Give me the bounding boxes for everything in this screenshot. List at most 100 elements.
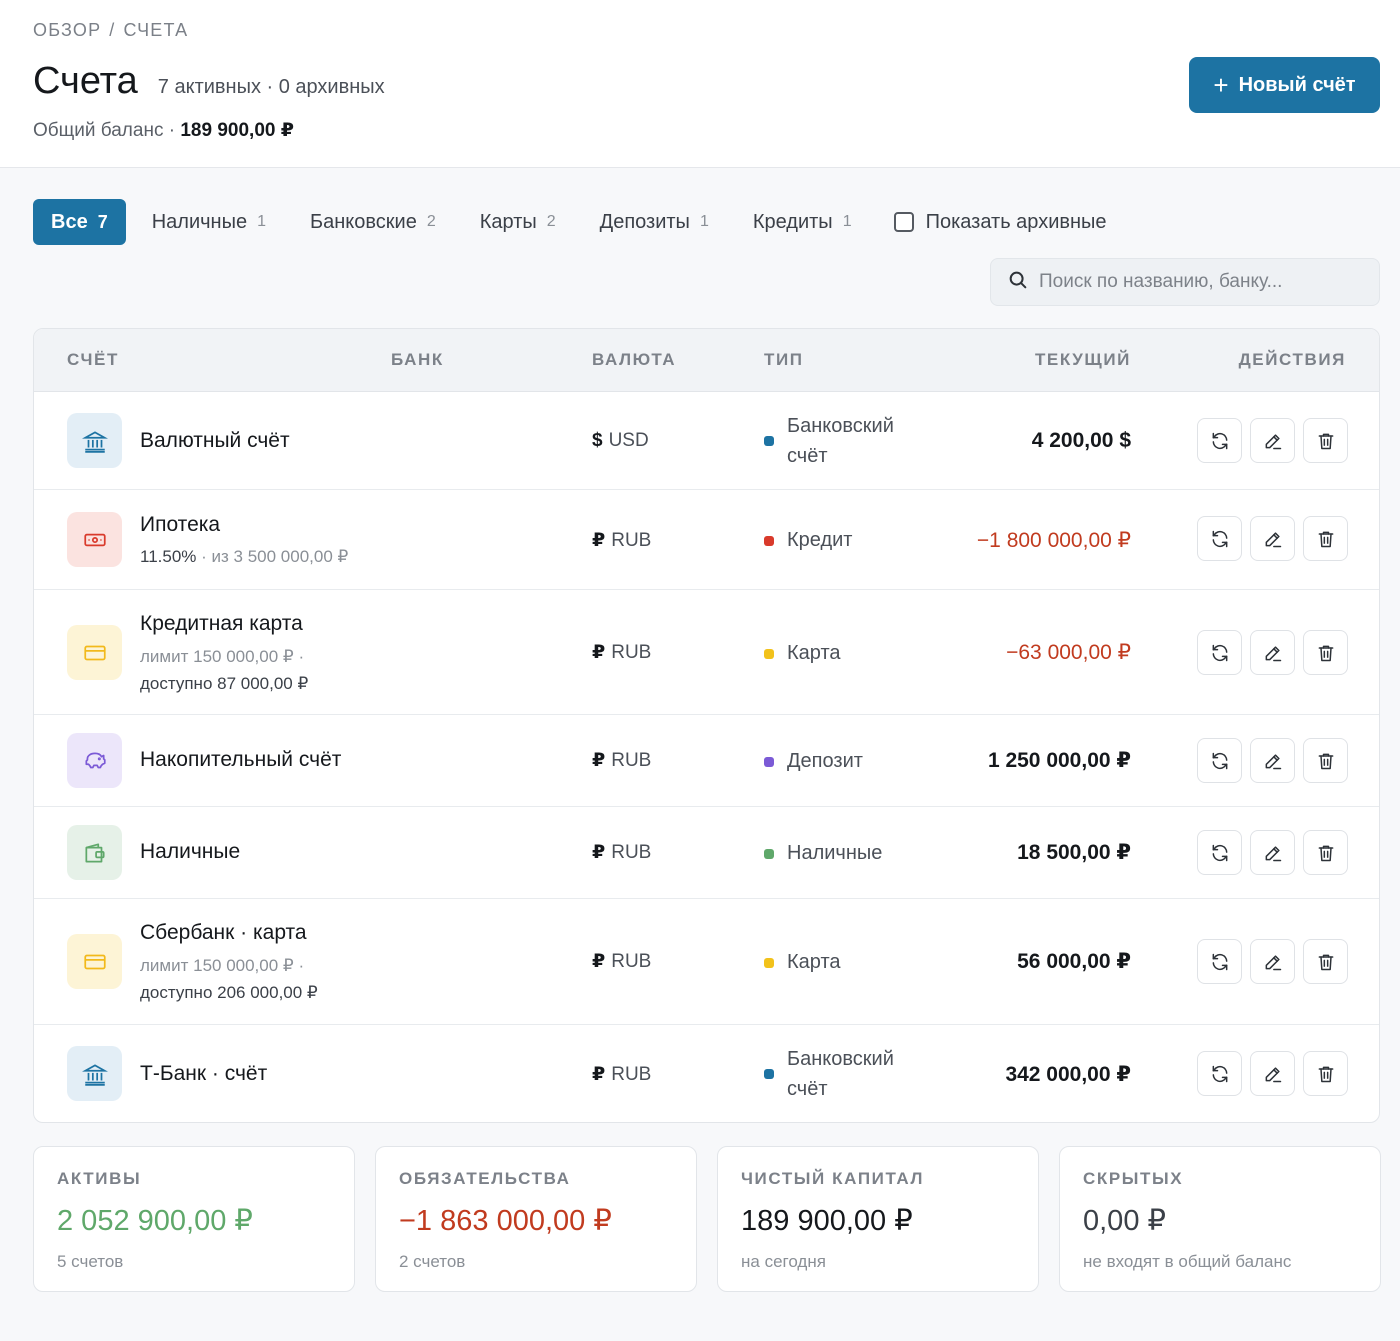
tab-credits[interactable]: Кредиты 1 xyxy=(735,199,870,245)
account-name[interactable]: Ипотека xyxy=(140,513,221,536)
tab-cash[interactable]: Наличные 1 xyxy=(134,199,284,245)
account-currency: ₽ RUB xyxy=(592,529,651,552)
assets-label: АКТИВЫ xyxy=(57,1169,142,1188)
type-dot xyxy=(764,436,774,446)
column-account[interactable]: СЧЁТ xyxy=(67,350,119,369)
tab-bank[interactable]: Банковские 2 xyxy=(292,199,454,245)
tab-count: 1 xyxy=(842,213,852,230)
tab-label: Депозиты xyxy=(599,210,690,233)
table-header: СЧЁТ БАНК ВАЛЮТА ТИП ТЕКУЩИЙ ДЕЙСТВИЯ xyxy=(34,329,1379,392)
delete-button[interactable] xyxy=(1303,830,1348,875)
type-label-line2: счёт xyxy=(787,445,828,467)
row-actions xyxy=(1197,418,1348,463)
account-balance: 56 000,00 ₽ xyxy=(1017,950,1131,973)
sync-button[interactable] xyxy=(1197,1051,1242,1096)
plus-icon: + xyxy=(1213,70,1229,100)
edit-button[interactable] xyxy=(1250,830,1295,875)
type-dot xyxy=(764,1069,774,1079)
account-name[interactable]: Кредитная карта xyxy=(140,612,303,635)
assets-note: 5 счетов xyxy=(57,1252,124,1271)
new-account-button[interactable]: + Новый счёт xyxy=(1189,57,1380,113)
account-currency: ₽ RUB xyxy=(592,641,651,664)
edit-button[interactable] xyxy=(1250,418,1295,463)
accounts-table: СЧЁТ БАНК ВАЛЮТА ТИП ТЕКУЩИЙ ДЕЙСТВИЯ Ва… xyxy=(33,328,1380,1123)
trash-icon xyxy=(1318,531,1333,547)
tab-label: Карты xyxy=(479,210,537,233)
account-name[interactable]: Наличные xyxy=(140,840,241,863)
refresh-icon xyxy=(1212,752,1227,769)
trash-icon xyxy=(1318,645,1333,661)
type-label-line2: счёт xyxy=(787,1078,828,1100)
edit-button[interactable] xyxy=(1250,939,1295,984)
column-current[interactable]: ТЕКУЩИЙ xyxy=(1034,350,1131,369)
net-worth-card: ЧИСТЫЙ КАПИТАЛ 189 900,00 ₽ на сегодня xyxy=(717,1146,1039,1292)
refresh-icon xyxy=(1212,530,1227,547)
delete-button[interactable] xyxy=(1303,738,1348,783)
table-row[interactable]: Сбербанк · карта лимит 150 000,00 ₽ · дос… xyxy=(34,899,1379,1025)
table-row[interactable]: Наличные ₽ RUB Наличные 18 500,00 ₽ xyxy=(34,807,1379,899)
hidden-value: 0,00 ₽ xyxy=(1083,1205,1166,1237)
delete-button[interactable] xyxy=(1303,418,1348,463)
account-name[interactable]: Т-Банк · счёт xyxy=(140,1062,268,1085)
column-bank[interactable]: БАНК xyxy=(391,350,444,369)
currency-code: RUB xyxy=(611,951,652,972)
type-label: Карта xyxy=(787,642,841,664)
edit-button[interactable] xyxy=(1250,738,1295,783)
type-dot xyxy=(764,535,774,546)
hidden-label: СКРЫТЫХ xyxy=(1083,1169,1184,1188)
tab-deposits[interactable]: Депозиты 1 xyxy=(582,199,727,245)
table-row[interactable]: Валютный счёт $ USD Банковский счёт 4 200,… xyxy=(34,392,1379,490)
edit-button[interactable] xyxy=(1250,516,1295,561)
column-type[interactable]: ТИП xyxy=(764,350,804,369)
breadcrumb-overview[interactable]: ОБЗОР xyxy=(33,20,102,40)
account-type: Банковский счёт xyxy=(764,411,894,471)
total-balance-label: Общий баланс · xyxy=(33,120,176,141)
row-actions xyxy=(1197,516,1348,561)
table-row[interactable]: Кредитная карта лимит 150 000,00 ₽ · дост… xyxy=(34,590,1379,715)
sync-button[interactable] xyxy=(1197,939,1242,984)
sync-button[interactable] xyxy=(1197,738,1242,783)
table-row[interactable]: Ипотека 11.50% · из 3 500 000,00 ₽ ₽ RUB … xyxy=(34,490,1379,590)
cash-icon xyxy=(67,512,122,567)
account-currency: $ USD xyxy=(592,430,649,452)
show-archived-toggle[interactable]: Показать архивные xyxy=(893,211,1107,234)
show-archived-checkbox[interactable] xyxy=(893,212,914,232)
sync-button[interactable] xyxy=(1197,418,1242,463)
account-currency: ₽ RUB xyxy=(592,1063,651,1086)
tab-count: 2 xyxy=(546,213,556,230)
sync-button[interactable] xyxy=(1197,630,1242,675)
type-dot xyxy=(764,848,774,859)
type-label: Банковский счёт xyxy=(787,411,894,471)
table-row[interactable]: Накопительный счёт ₽ RUB Депозит 1 250 00… xyxy=(34,715,1379,807)
tab-cards[interactable]: Карты 2 xyxy=(462,199,574,245)
table-row[interactable]: Т-Банк · счёт ₽ RUB Банковский счёт 342 00… xyxy=(34,1025,1379,1122)
account-balance: 342 000,00 ₽ xyxy=(1005,1063,1131,1086)
row-actions xyxy=(1197,1051,1348,1096)
bank-icon xyxy=(67,413,122,468)
refresh-icon xyxy=(1212,953,1227,970)
delete-button[interactable] xyxy=(1303,516,1348,561)
search-input[interactable] xyxy=(1039,271,1369,293)
breadcrumb-separator: / xyxy=(109,20,116,40)
edit-button[interactable] xyxy=(1250,1051,1295,1096)
delete-button[interactable] xyxy=(1303,939,1348,984)
new-account-label: Новый счёт xyxy=(1238,73,1356,96)
hidden-card: СКРЫТЫХ 0,00 ₽ не входят в общий баланс xyxy=(1059,1146,1381,1292)
delete-button[interactable] xyxy=(1303,1051,1348,1096)
column-currency[interactable]: ВАЛЮТА xyxy=(592,350,677,369)
edit-button[interactable] xyxy=(1250,630,1295,675)
account-name[interactable]: Валютный счёт xyxy=(140,429,290,452)
trash-icon xyxy=(1318,433,1333,449)
tab-all[interactable]: Все 7 xyxy=(33,199,126,245)
trash-icon xyxy=(1318,845,1333,861)
sync-button[interactable] xyxy=(1197,830,1242,875)
interest-rate: 11.50% xyxy=(140,547,197,566)
tab-label: Кредиты xyxy=(752,210,833,233)
delete-button[interactable] xyxy=(1303,630,1348,675)
account-name[interactable]: Накопительный счёт xyxy=(140,748,342,771)
account-name[interactable]: Сбербанк · карта xyxy=(140,921,307,944)
pencil-icon xyxy=(1265,845,1281,861)
accounts-count: 7 активных · 0 архивных xyxy=(157,76,385,98)
card-available: доступно 206 000,00 ₽ xyxy=(140,983,318,1002)
sync-button[interactable] xyxy=(1197,516,1242,561)
